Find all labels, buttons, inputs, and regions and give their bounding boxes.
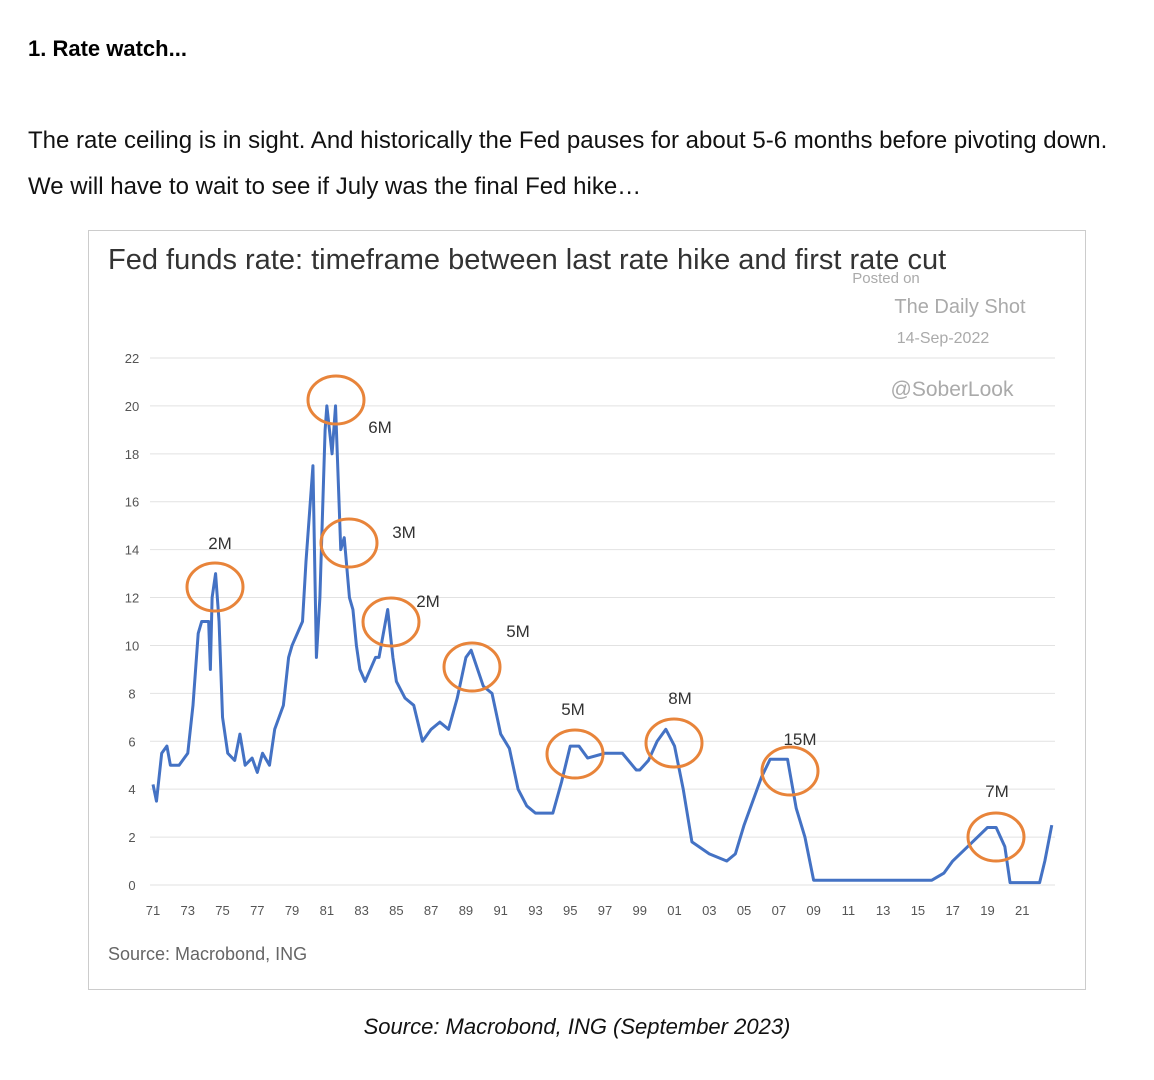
x-tick-label: 19: [980, 903, 994, 918]
x-tick-label: 17: [945, 903, 959, 918]
x-tick-label: 21: [1015, 903, 1029, 918]
x-tick-label: 95: [563, 903, 577, 918]
line-series: [151, 404, 1054, 885]
x-tick-label: 99: [633, 903, 647, 918]
annotation-label: 8M: [668, 689, 692, 708]
annotation-label: 2M: [416, 592, 440, 611]
x-tick-label: 15: [911, 903, 925, 918]
x-tick-label: 85: [389, 903, 403, 918]
annotation-label: 7M: [985, 782, 1009, 801]
annotation-label: 5M: [506, 622, 530, 641]
watermark: The Daily Shot: [894, 296, 1026, 318]
x-tick-label: 97: [598, 903, 612, 918]
y-tick-label: 4: [128, 782, 135, 797]
chart-title: Fed funds rate: timeframe between last r…: [108, 244, 947, 276]
x-tick-label: 07: [772, 903, 786, 918]
annotation-label: 3M: [392, 523, 416, 542]
annotation-circle: [361, 596, 421, 648]
y-tick-label: 18: [125, 447, 139, 462]
x-tick-label: 09: [806, 903, 820, 918]
x-tick-label: 93: [528, 903, 542, 918]
y-tick-label: 2: [128, 830, 135, 845]
y-tick-label: 16: [125, 495, 139, 510]
x-tick-label: 89: [459, 903, 473, 918]
annotation-circle: [545, 728, 605, 780]
heading: 1. Rate watch...: [28, 36, 187, 61]
annotation-circle: [185, 561, 245, 613]
y-tick-label: 10: [125, 638, 139, 653]
annotation-label: 5M: [561, 700, 585, 719]
y-tick-label: 0: [128, 878, 135, 893]
annotation-label: 2M: [208, 534, 232, 553]
x-tick-label: 11: [842, 903, 856, 918]
x-tick-label: 81: [320, 903, 334, 918]
x-tick-label: 87: [424, 903, 438, 918]
annotation-circle: [319, 517, 379, 569]
caption: Source: Macrobond, ING (September 2023): [363, 1014, 791, 1039]
watermark: @SoberLook: [891, 378, 1014, 401]
watermark: 14-Sep-2022: [897, 330, 990, 347]
x-tick-label: 03: [702, 903, 716, 918]
annotation-circle: [760, 745, 820, 797]
y-tick-label: 20: [125, 399, 139, 414]
x-tick-label: 83: [354, 903, 368, 918]
x-tick-label: 75: [215, 903, 229, 918]
y-tick-label: 8: [128, 686, 135, 701]
y-tick-label: 6: [128, 734, 135, 749]
x-tick-label: 91: [493, 903, 507, 918]
watermark: Posted on: [852, 270, 920, 287]
x-tick-label: 01: [667, 903, 681, 918]
x-tick-label: 77: [250, 903, 264, 918]
x-tick-label: 13: [876, 903, 890, 918]
annotation-label: 15M: [783, 730, 816, 749]
annotation-circle: [442, 641, 502, 693]
y-tick-label: 14: [125, 543, 139, 558]
paragraph: The rate ceiling is in sight. And histor…: [28, 127, 1108, 200]
annotation-circle: [966, 811, 1026, 863]
x-tick-label: 73: [181, 903, 195, 918]
annotation-label: 6M: [368, 418, 392, 437]
annotation-circle: [644, 717, 704, 769]
y-tick-label: 12: [125, 591, 139, 606]
y-tick-label: 22: [125, 351, 139, 366]
x-tick-label: 71: [146, 903, 160, 918]
x-tick-label: 05: [737, 903, 751, 918]
annotation-circle: [306, 374, 366, 426]
chart-source: Source: Macrobond, ING: [108, 944, 307, 964]
x-tick-label: 79: [285, 903, 299, 918]
chart-frame: [88, 230, 1086, 990]
